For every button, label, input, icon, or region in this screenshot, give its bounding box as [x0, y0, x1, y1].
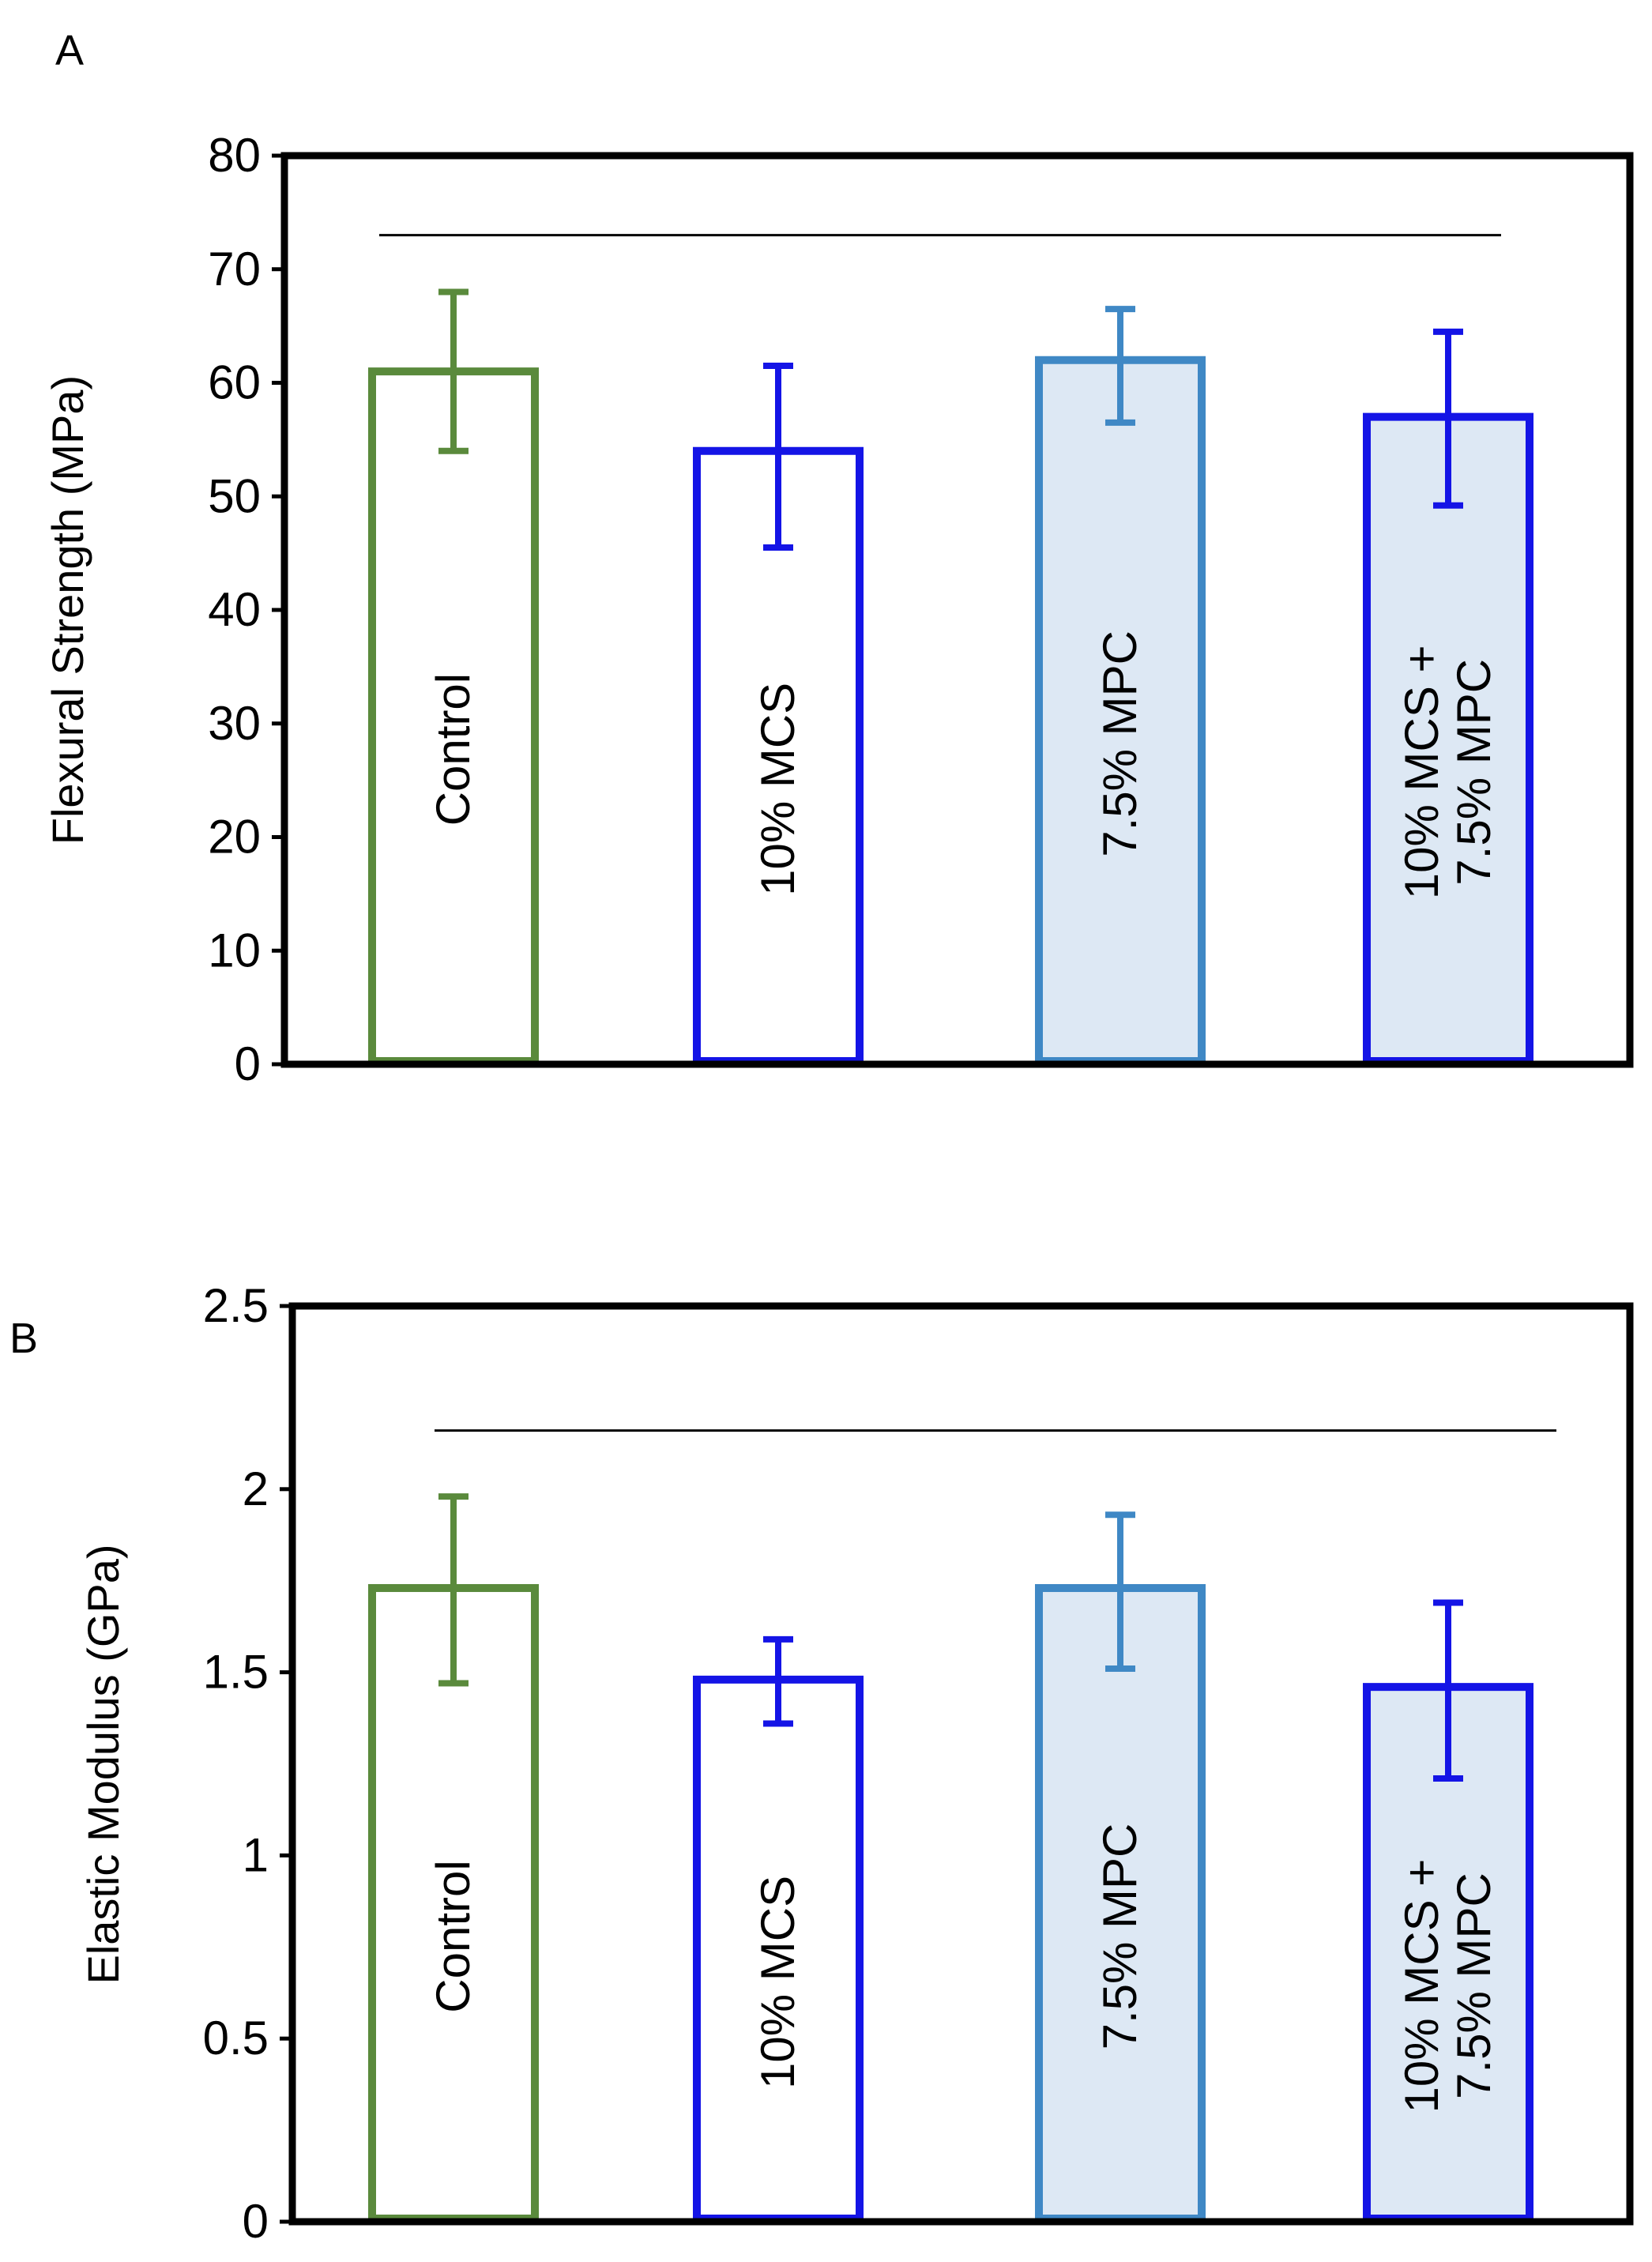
y-tick-label: 30 — [208, 697, 261, 750]
bar-category-label: 10% MCS +7.5% MPC — [1395, 645, 1500, 899]
bar-category-label: 10% MCS +7.5% MPC — [1395, 1859, 1500, 2113]
bar-category-label-line: 10% MCS + — [1395, 645, 1448, 899]
bar — [1035, 1583, 1206, 2223]
y-tick-label: 1.5 — [203, 1646, 269, 1699]
y-tick-label: 0 — [235, 1037, 261, 1090]
y-tick-label: 60 — [208, 356, 261, 409]
bar-category-label-line: Control — [427, 1860, 480, 2012]
y-tick-label: 10 — [208, 924, 261, 977]
y-tick-label: 1 — [243, 1828, 269, 1881]
plot-frame — [288, 1302, 1634, 2226]
y-tick-label: 20 — [208, 811, 261, 864]
chart-panel-b: B Elastic Modulus (GPa) 0 0.5 1 1.5 2 2.5 Contro… — [9, 1279, 1634, 2248]
bar-category-label-line: 7.5% MPC — [1093, 1824, 1146, 2050]
bar-category-label: 7.5% MPC — [1093, 1824, 1146, 2050]
y-tick-label: 40 — [208, 583, 261, 636]
y-axis-label: Elastic Modulus (GPa) — [78, 1544, 128, 1984]
bar-category-label: 7.5% MPC — [1093, 630, 1146, 857]
bar-category-label: 10% MCS — [751, 1876, 804, 2089]
panel-label: B — [9, 1315, 38, 1362]
bar-category-label-line: Control — [427, 673, 480, 826]
bar-category-label-line: 10% MCS + — [1395, 1859, 1448, 2113]
bar-category-label-line: 7.5% MPC — [1093, 630, 1146, 857]
panel-label: A — [55, 27, 84, 74]
y-tick-label: 2 — [243, 1462, 269, 1515]
bar — [1035, 356, 1206, 1065]
y-tick-label: 0 — [243, 2195, 269, 2248]
bar-category-label: Control — [427, 673, 480, 826]
y-tick-label: 70 — [208, 243, 261, 295]
y-tick-label: 2.5 — [203, 1279, 269, 1332]
bar-category-label: Control — [427, 1860, 480, 2012]
plot-frame — [280, 152, 1634, 1068]
y-tick-label: 50 — [208, 469, 261, 522]
chart-panel-a: A Flexural Strength (MPa) 0 10 20 30 40 50 60 70 8… — [43, 27, 1634, 1090]
y-axis-label: Flexural Strength (MPa) — [43, 375, 92, 845]
bar-category-label-line: 10% MCS — [751, 683, 804, 896]
bar-category-label-line: 7.5% MPC — [1447, 659, 1500, 886]
bar-category-label: 10% MCS — [751, 683, 804, 896]
y-tick-label: 0.5 — [203, 2012, 269, 2064]
bar — [693, 1675, 864, 2223]
bar-category-label-line: 7.5% MPC — [1447, 1872, 1500, 2099]
bar-category-label-line: 10% MCS — [751, 1876, 804, 2089]
y-tick-label: 80 — [208, 129, 261, 182]
